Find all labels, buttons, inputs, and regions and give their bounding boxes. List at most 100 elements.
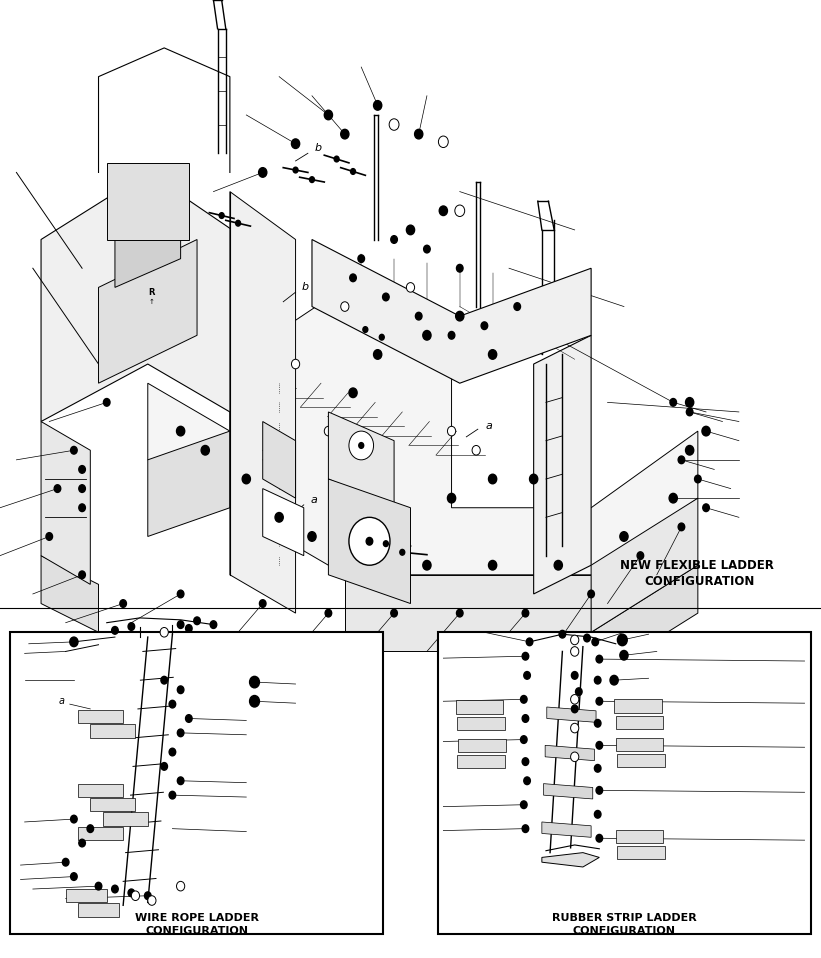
Circle shape [366, 537, 373, 545]
Text: a: a [485, 422, 492, 431]
Circle shape [169, 748, 176, 756]
Circle shape [571, 647, 579, 656]
Circle shape [571, 705, 578, 713]
Bar [103, 812, 148, 826]
Circle shape [610, 675, 618, 685]
Circle shape [447, 426, 456, 436]
Circle shape [620, 532, 628, 541]
Circle shape [522, 825, 529, 833]
Circle shape [524, 777, 530, 785]
Circle shape [79, 571, 85, 579]
Polygon shape [547, 707, 596, 722]
Circle shape [95, 882, 102, 890]
Circle shape [310, 177, 314, 183]
Circle shape [576, 688, 582, 696]
Circle shape [596, 741, 603, 749]
Circle shape [415, 129, 423, 139]
Circle shape [201, 445, 209, 455]
Polygon shape [99, 240, 197, 383]
Circle shape [686, 445, 694, 455]
Circle shape [571, 752, 579, 762]
Circle shape [148, 896, 156, 905]
Bar [616, 716, 663, 729]
Circle shape [571, 695, 579, 704]
Text: a: a [310, 495, 317, 505]
Circle shape [521, 696, 527, 703]
Circle shape [177, 729, 184, 737]
Circle shape [594, 719, 601, 727]
Bar [90, 798, 135, 811]
Circle shape [259, 168, 267, 177]
Circle shape [596, 787, 603, 794]
Circle shape [472, 445, 480, 455]
Circle shape [522, 758, 529, 765]
Circle shape [702, 426, 710, 436]
Circle shape [374, 101, 382, 110]
Circle shape [177, 686, 184, 694]
Circle shape [391, 609, 397, 617]
Polygon shape [41, 556, 99, 632]
Polygon shape [148, 287, 698, 575]
Circle shape [308, 532, 316, 541]
Circle shape [177, 881, 185, 891]
Text: WIRE ROPE LADDER: WIRE ROPE LADDER [135, 913, 259, 923]
Circle shape [341, 302, 349, 311]
Circle shape [351, 169, 355, 174]
Circle shape [488, 350, 497, 359]
Bar [90, 724, 135, 738]
Circle shape [79, 485, 85, 492]
Circle shape [530, 474, 538, 484]
Circle shape [571, 723, 579, 733]
Circle shape [325, 609, 332, 617]
Circle shape [703, 504, 709, 512]
Polygon shape [263, 489, 304, 556]
Circle shape [128, 623, 135, 630]
Circle shape [103, 399, 110, 406]
Text: NEW FLEXIBLE LADDER: NEW FLEXIBLE LADDER [620, 559, 773, 572]
Circle shape [169, 791, 176, 799]
Circle shape [374, 350, 382, 359]
Polygon shape [115, 211, 181, 287]
Bar [107, 163, 189, 240]
Bar [614, 699, 662, 713]
Polygon shape [41, 172, 246, 422]
Circle shape [324, 110, 333, 120]
Circle shape [293, 167, 298, 173]
Bar [457, 755, 505, 768]
Circle shape [522, 715, 529, 722]
Bar [616, 830, 663, 843]
Circle shape [275, 513, 283, 522]
Circle shape [259, 600, 266, 607]
Circle shape [596, 834, 603, 842]
Circle shape [160, 627, 168, 637]
Circle shape [488, 560, 497, 570]
Circle shape [584, 634, 590, 642]
Circle shape [592, 638, 599, 646]
Circle shape [594, 676, 601, 684]
Bar [78, 784, 123, 797]
Circle shape [341, 129, 349, 139]
Circle shape [439, 206, 447, 216]
Circle shape [514, 303, 521, 310]
Circle shape [350, 274, 356, 282]
Circle shape [559, 630, 566, 638]
Circle shape [423, 331, 431, 340]
Circle shape [46, 533, 53, 540]
Circle shape [71, 873, 77, 880]
Circle shape [424, 245, 430, 253]
Bar [78, 903, 119, 917]
Circle shape [522, 652, 529, 660]
Circle shape [79, 504, 85, 512]
Circle shape [594, 810, 601, 818]
Circle shape [161, 763, 167, 770]
Circle shape [703, 427, 709, 435]
Polygon shape [263, 422, 296, 498]
Circle shape [481, 322, 488, 330]
Circle shape [617, 634, 627, 646]
Circle shape [177, 621, 184, 628]
Circle shape [391, 236, 397, 243]
Circle shape [112, 627, 118, 634]
Polygon shape [545, 745, 594, 761]
Bar [66, 889, 107, 902]
Circle shape [112, 885, 118, 893]
